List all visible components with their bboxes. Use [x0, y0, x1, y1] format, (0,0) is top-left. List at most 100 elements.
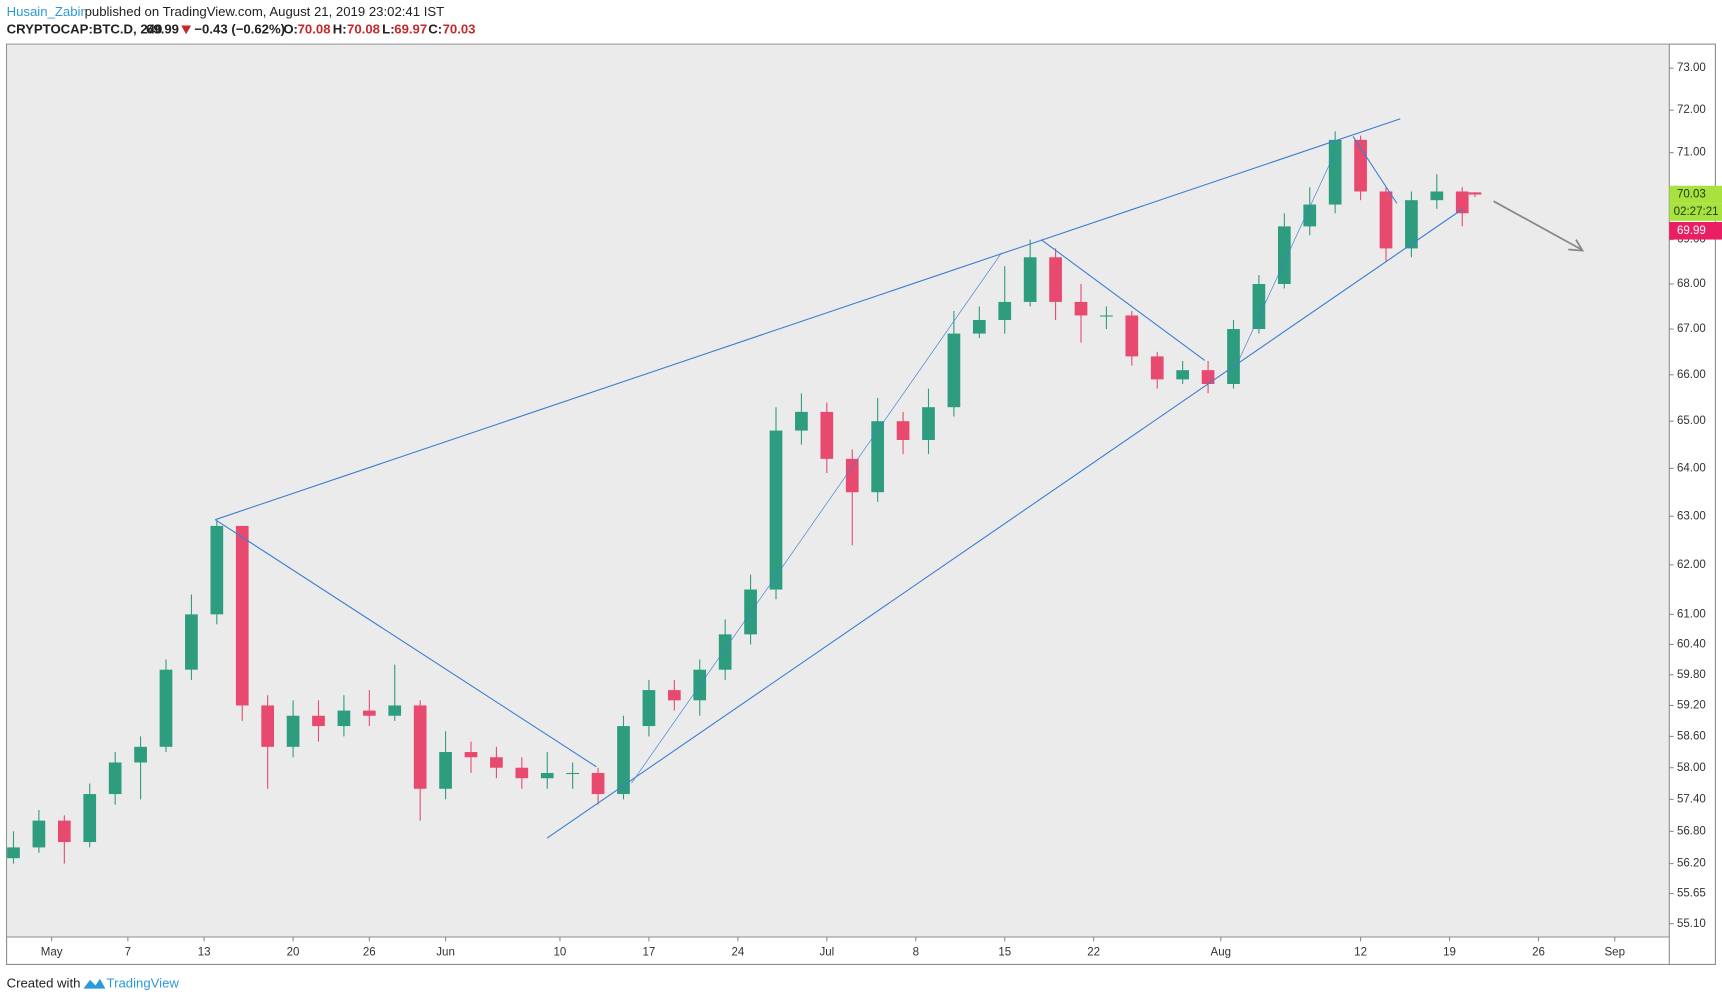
trend-line: [1237, 153, 1335, 363]
author[interactable]: Husain_Zabir: [7, 4, 86, 19]
candle-body: [1201, 370, 1215, 385]
candle-body: [57, 820, 71, 843]
ohlc-label: O:: [283, 21, 298, 36]
candle-body: [667, 690, 681, 701]
candle-body: [1227, 329, 1240, 385]
ohlc-label: H:: [333, 21, 347, 36]
trend-line: [214, 519, 597, 768]
trend-line: [1352, 136, 1398, 204]
x-tick-label: 22: [1087, 946, 1100, 958]
candle-body: [896, 421, 910, 440]
x-tick-label: 17: [643, 946, 656, 958]
y-tick-label: 63.00: [1677, 510, 1706, 522]
drawings: [214, 118, 1585, 839]
x-tick-label: 26: [1532, 946, 1545, 958]
symbol: CRYPTOCAP:BTC.D, 240: [7, 21, 163, 36]
price-badge-label: 69.99: [1677, 225, 1706, 237]
y-tick-label: 55.10: [1677, 918, 1706, 930]
candle-body: [1379, 191, 1393, 249]
candle-body: [490, 757, 503, 768]
y-tick-label: 66.00: [1677, 369, 1706, 381]
ohlc-label: C:: [428, 21, 442, 36]
countdown: 02:27:21: [1674, 206, 1719, 218]
y-tick-label: 59.20: [1677, 699, 1706, 711]
candle-body: [413, 705, 427, 789]
candle-body: [1405, 200, 1418, 249]
candle-body: [210, 525, 224, 615]
trend-line: [631, 252, 1002, 784]
footer-brand[interactable]: TradingView: [107, 976, 180, 991]
candle-body: [83, 794, 97, 843]
y-tick-label: 71.00: [1677, 147, 1706, 159]
candle-body: [922, 407, 935, 440]
y-tick-label: 56.20: [1677, 858, 1706, 870]
candle-body: [642, 690, 656, 727]
y-tick-label: 65.00: [1677, 415, 1706, 427]
candle-body: [591, 772, 605, 795]
y-tick-label: 56.80: [1677, 825, 1706, 837]
y-tick-label: 57.40: [1677, 793, 1706, 805]
trend-line: [546, 208, 1464, 839]
candle-body: [540, 772, 554, 779]
countdown-badge: [1669, 203, 1722, 221]
candle-body: [515, 767, 529, 779]
plot-area: [7, 44, 1669, 937]
logo: [83, 978, 106, 989]
axes: 73.0072.0071.0069.0068.0067.0066.0065.00…: [41, 62, 1722, 958]
candle-body: [286, 715, 300, 747]
projection-arrow: [1493, 200, 1582, 251]
candle-body: [845, 458, 859, 493]
x-tick-label: Aug: [1211, 946, 1231, 958]
candle-body: [159, 669, 173, 747]
ohlc-value: 70.08: [298, 21, 331, 36]
candle-body: [1150, 356, 1164, 380]
y-tick-label: 60.40: [1677, 638, 1706, 650]
x-tick-label: 12: [1354, 946, 1367, 958]
candle-body: [566, 772, 580, 775]
y-tick-label: 58.00: [1677, 762, 1706, 774]
candle-body: [1252, 283, 1266, 330]
x-tick-label: Jun: [436, 946, 455, 958]
x-tick-label: 15: [998, 946, 1011, 958]
ohlc-value: 70.03: [443, 21, 476, 36]
y-tick-label: 64.00: [1677, 462, 1706, 474]
price-badge: [1669, 221, 1722, 240]
candle-body: [718, 634, 732, 670]
x-tick-label: 10: [554, 946, 567, 958]
footer-text: Created with: [7, 976, 81, 991]
candle-body: [1125, 315, 1139, 357]
candle-body: [795, 411, 808, 431]
price-badge: [1669, 185, 1722, 204]
candle-body: [1468, 192, 1482, 195]
candle-body: [312, 715, 325, 727]
candle-body: [185, 614, 198, 670]
y-tick-label: 58.60: [1677, 730, 1706, 742]
change: −0.43 (−0.62%): [194, 21, 285, 36]
ohlc-value: 70.08: [347, 21, 380, 36]
candle-body: [769, 430, 783, 590]
y-tick-label: 68.00: [1677, 278, 1706, 290]
candle-body: [1100, 315, 1113, 317]
arrow-head: [1568, 239, 1585, 252]
published: published on TradingView.com, August 21,…: [85, 4, 445, 19]
candle-body: [1455, 191, 1469, 214]
candle-body: [388, 705, 402, 716]
candles: [7, 131, 1482, 864]
candle-body: [362, 710, 376, 716]
y-tick-label: 67.00: [1677, 323, 1706, 335]
x-tick-label: 26: [363, 946, 376, 958]
x-tick-label: 20: [287, 946, 300, 958]
candle-body: [947, 333, 961, 408]
candle-body: [1074, 301, 1088, 316]
y-tick-label: 73.00: [1677, 62, 1706, 74]
candle-body: [439, 752, 452, 789]
candle-body: [871, 421, 885, 493]
x-tick-label: May: [41, 946, 63, 958]
candle-body: [108, 762, 122, 795]
candle-body: [337, 710, 351, 727]
candle-body: [1430, 191, 1444, 201]
ohlc-label: L:: [382, 21, 394, 36]
x-tick-label: 13: [198, 946, 211, 958]
x-tick-label: 24: [731, 946, 744, 958]
